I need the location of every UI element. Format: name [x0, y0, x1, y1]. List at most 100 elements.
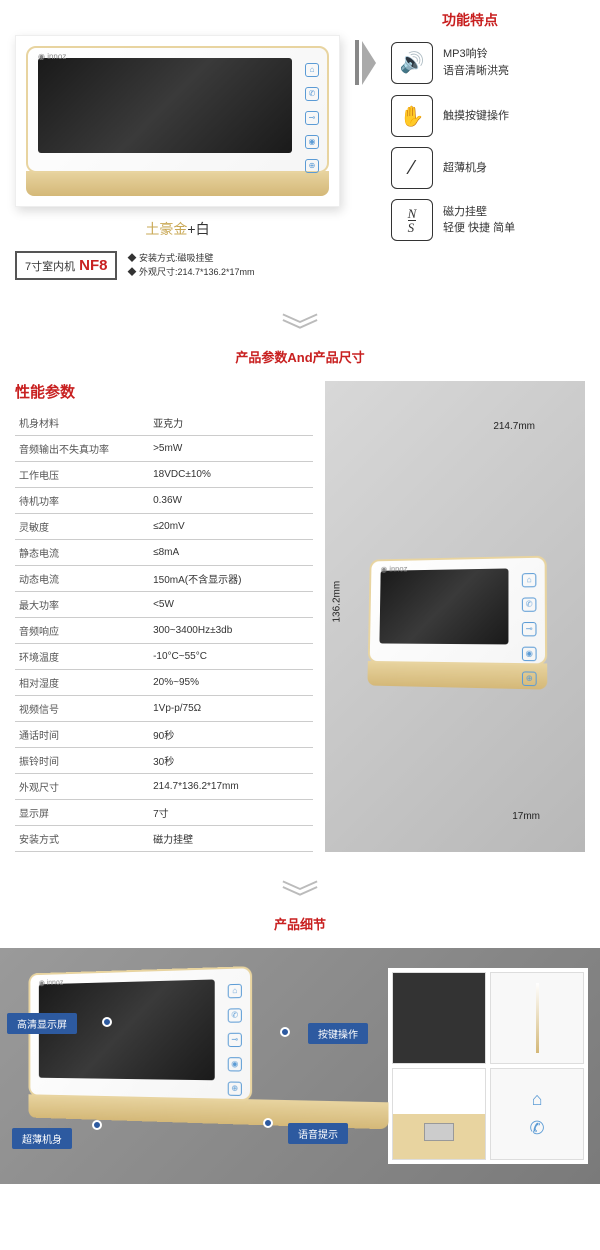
spec-key: 灵敏度 [15, 514, 149, 540]
feature-text: 磁力挂壁轻便 快捷 简单 [443, 204, 515, 237]
spec-row: 音频输出不失真功率>5mW [15, 436, 313, 462]
phone-icon: ✆ [529, 1118, 544, 1139]
spec-row: 音频响应300~3400Hz±3db [15, 618, 313, 644]
spec-value: 磁力挂壁 [149, 826, 313, 852]
spec-value: 1Vp-p/75Ω [149, 696, 313, 722]
spec-value: 亚克力 [149, 410, 313, 436]
chat-icon: ⊕ [305, 159, 319, 173]
spec-key: 通话时间 [15, 722, 149, 748]
spec-key: 工作电压 [15, 462, 149, 488]
color-label: 土豪金+白 [15, 219, 340, 239]
callout-voice: 语音提示 [288, 1123, 348, 1144]
brand-logo: ◉ innoz [38, 52, 66, 61]
device-screen [38, 58, 292, 153]
feature-icon: NS [391, 199, 433, 241]
spec-key: 环境温度 [15, 644, 149, 670]
spec-value: <5W [149, 592, 313, 618]
spec-key: 动态电流 [15, 566, 149, 592]
spec-key: 相对湿度 [15, 670, 149, 696]
product-card: ◉ innoz ⌂ ✆ ⊸ ◉ ⊕ [15, 35, 340, 207]
feature-text: 触摸按键操作 [443, 108, 509, 125]
spec-value: ≤20mV [149, 514, 313, 540]
model-info-row: 7寸室内机 NF8 ◆ 安装方式:磁吸挂壁 ◆ 外观尺寸:214.7*136.2… [15, 251, 340, 280]
spec-value: -10°C~55°C [149, 644, 313, 670]
spec-row: 安装方式磁力挂壁 [15, 826, 313, 852]
dimensions-panel: 214.7mm 136.2mm 17mm ◉ innoz ⌂✆⊸◉⊕ [325, 381, 585, 852]
spec-value: 300~3400Hz±3db [149, 618, 313, 644]
spec-value: 90秒 [149, 722, 313, 748]
spec-notes: ◆ 安装方式:磁吸挂壁 ◆ 外观尺寸:214.7*136.2*17mm [127, 251, 254, 280]
detail-device: ◉ innoz ⌂✆⊸◉⊕ [29, 962, 389, 1130]
dim-height: 136.2mm [332, 580, 343, 622]
spec-row: 环境温度-10°C~55°C [15, 644, 313, 670]
spec-row: 相对湿度20%~95% [15, 670, 313, 696]
spec-value: 30秒 [149, 748, 313, 774]
spec-key: 待机功率 [15, 488, 149, 514]
feature-text: 超薄机身 [443, 160, 487, 177]
grid-screen [392, 972, 486, 1064]
note-size: ◆ 外观尺寸:214.7*136.2*17mm [127, 265, 254, 279]
features-title: 功能特点 [355, 10, 585, 30]
feature-row: ✋ 触摸按键操作 [355, 95, 585, 137]
spec-row: 最大功率<5W [15, 592, 313, 618]
spec-key: 视频信号 [15, 696, 149, 722]
spec-value: ≤8mA [149, 540, 313, 566]
spec-table: 性能参数 机身材料亚克力音频输出不失真功率>5mW工作电压18VDC±10%待机… [15, 381, 313, 852]
feature-icon: ✋ [391, 95, 433, 137]
spec-key: 振铃时间 [15, 748, 149, 774]
home-icon: ⌂ [532, 1089, 543, 1110]
dim-depth: 17mm [512, 811, 540, 822]
spec-row: 通话时间90秒 [15, 722, 313, 748]
spec-value: 214.7*136.2*17mm [149, 774, 313, 800]
color-plus: + [187, 221, 195, 237]
spec-row: 动态电流150mA(不含显示器) [15, 566, 313, 592]
model-prefix: 7寸室内机 [25, 258, 75, 274]
spec-row: 静态电流≤8mA [15, 540, 313, 566]
color-white: 白 [196, 221, 210, 237]
callout-buttons: 按键操作 [308, 1023, 368, 1044]
feature-row: ⁄ 超薄机身 [355, 147, 585, 189]
spec-row: 视频信号1Vp-p/75Ω [15, 696, 313, 722]
arrow-icon [355, 40, 376, 85]
spec-value: 150mA(不含显示器) [149, 566, 313, 592]
spec-key: 机身材料 [15, 410, 149, 436]
device-side-buttons: ⌂ ✆ ⊸ ◉ ⊕ [305, 63, 319, 173]
spec-row: 外观尺寸214.7*136.2*17mm [15, 774, 313, 800]
feature-text: MP3响铃语音清晰洪亮 [443, 46, 509, 79]
feature-icon: ⁄ [391, 147, 433, 189]
features-list: 🔊 MP3响铃语音清晰洪亮 ✋ 触摸按键操作 ⁄ 超薄机身 NS 磁力挂壁轻便 快捷 简单 [355, 40, 585, 241]
spec-key: 外观尺寸 [15, 774, 149, 800]
feature-row: 🔊 MP3响铃语音清晰洪亮 [355, 40, 585, 85]
spec-key: 显示屏 [15, 800, 149, 826]
spec-key: 音频输出不失真功率 [15, 436, 149, 462]
dim-device: ◉ innoz ⌂✆⊸◉⊕ [367, 555, 547, 689]
spec-row: 工作电压18VDC±10% [15, 462, 313, 488]
spec-row: 灵敏度≤20mV [15, 514, 313, 540]
hero-section: ◉ innoz ⌂ ✆ ⊸ ◉ ⊕ 土豪金+白 7寸室内机 NF8 ◆ 安装 [0, 0, 600, 300]
specs-section: 性能参数 机身材料亚克力音频输出不失真功率>5mW工作电压18VDC±10%待机… [0, 381, 600, 867]
spec-title: 性能参数 [15, 381, 313, 402]
chevron-separator [0, 879, 600, 902]
spec-row: 待机功率0.36W [15, 488, 313, 514]
detail-grid: ⌂✆ [388, 968, 588, 1164]
grid-edge [490, 972, 584, 1064]
eye-icon: ◉ [305, 135, 319, 149]
feature-icon: 🔊 [391, 42, 433, 84]
feature-row: NS 磁力挂壁轻便 快捷 简单 [355, 199, 585, 241]
spec-value: 0.36W [149, 488, 313, 514]
model-badge: 7寸室内机 NF8 [15, 251, 117, 280]
color-gold: 土豪金 [145, 221, 187, 237]
device-gold-bar [26, 171, 329, 196]
callout-screen: 高清显示屏 [7, 1013, 77, 1034]
details-section: ◉ innoz ⌂✆⊸◉⊕ 高清显示屏 超薄机身 按键操作 语音提示 ⌂✆ [0, 948, 600, 1184]
grid-goldbar [392, 1068, 486, 1160]
spec-key: 静态电流 [15, 540, 149, 566]
detail-callout-panel: ◉ innoz ⌂✆⊸◉⊕ 高清显示屏 超薄机身 按键操作 语音提示 [12, 968, 378, 1164]
spec-row: 机身材料亚克力 [15, 410, 313, 436]
features-column: 功能特点 🔊 MP3响铃语音清晰洪亮 ✋ 触摸按键操作 ⁄ 超薄机身 NS 磁力挂壁轻便 快捷… [355, 10, 585, 280]
section3-title: 产品细节 [0, 914, 600, 933]
callout-thin: 超薄机身 [12, 1128, 72, 1149]
product-column: ◉ innoz ⌂ ✆ ⊸ ◉ ⊕ 土豪金+白 7寸室内机 NF8 ◆ 安装 [15, 10, 340, 280]
spec-key: 最大功率 [15, 592, 149, 618]
spec-value: 7寸 [149, 800, 313, 826]
